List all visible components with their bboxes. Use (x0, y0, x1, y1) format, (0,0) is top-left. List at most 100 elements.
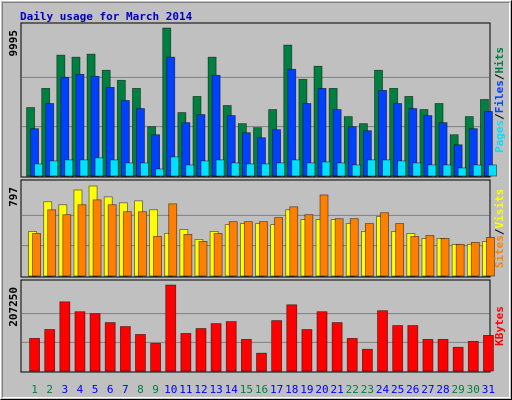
x-tick-label: 21 (331, 383, 344, 396)
x-tick-label: 16 (255, 383, 268, 396)
legend-entry: Hits (493, 47, 506, 74)
bar (427, 164, 437, 177)
bar (180, 333, 192, 372)
x-tick-label: 14 (225, 383, 239, 396)
bar (440, 238, 450, 277)
bar (77, 204, 87, 277)
bar (304, 214, 314, 277)
x-tick-label: 30 (467, 383, 480, 396)
y-tick-label: 797 (7, 187, 20, 207)
x-tick-label: 8 (137, 383, 144, 396)
bar (165, 284, 177, 372)
y-tick-label: 207250 (7, 287, 20, 327)
bar (306, 162, 316, 177)
bar (89, 313, 101, 372)
x-tick-label: 26 (406, 383, 419, 396)
bar (452, 346, 464, 372)
bar (104, 322, 116, 372)
x-tick-label: 7 (122, 383, 129, 396)
bar (362, 348, 373, 372)
bar (32, 233, 41, 277)
bar (349, 218, 359, 277)
x-tick-label: 5 (92, 383, 99, 396)
x-tick-label: 6 (107, 383, 114, 396)
bar (483, 334, 494, 372)
legend-entry: Sites (493, 235, 506, 268)
bar (274, 217, 284, 277)
x-tick-label: 27 (421, 383, 434, 396)
x-tick-label: 11 (179, 383, 192, 396)
x-tick-label: 25 (391, 383, 404, 396)
bar (488, 164, 497, 177)
x-tick-label: 31 (482, 383, 495, 396)
bar (365, 223, 374, 277)
bar (170, 156, 180, 177)
bar (407, 325, 419, 372)
bar (457, 167, 467, 177)
bar (215, 159, 225, 177)
x-tick-label: 19 (300, 383, 313, 396)
bar (140, 162, 149, 177)
bar (183, 234, 193, 277)
x-tick-label: 15 (240, 383, 253, 396)
legend-separator: / (493, 73, 506, 80)
bar (59, 301, 71, 372)
x-tick-label: 12 (194, 383, 207, 396)
bar (422, 338, 434, 372)
bar (256, 352, 267, 372)
bar (455, 243, 465, 277)
bar (367, 159, 376, 177)
bar (261, 163, 270, 177)
bar (44, 329, 56, 372)
legend-entry: Visits (493, 189, 506, 229)
legend: KBytes (493, 306, 506, 346)
x-tick-label: 22 (346, 383, 359, 396)
bar (47, 209, 57, 277)
bar (230, 162, 240, 177)
legend-separator: / (493, 228, 506, 235)
bar (138, 211, 147, 277)
bar (64, 159, 74, 177)
bar (442, 164, 452, 177)
x-tick-label: 17 (270, 383, 283, 396)
bar (119, 326, 131, 372)
bar (382, 159, 391, 177)
bar (336, 162, 346, 177)
bar (150, 342, 161, 372)
bar (351, 164, 361, 177)
x-tick-label: 2 (46, 383, 53, 396)
bar (289, 206, 299, 277)
x-tick-label: 10 (164, 383, 177, 396)
bar (124, 162, 134, 177)
bar (259, 221, 268, 277)
y-tick-label: 9995 (7, 30, 20, 57)
x-tick-label: 23 (361, 383, 374, 396)
bar (346, 337, 358, 372)
bar (470, 242, 480, 277)
bar (377, 310, 388, 372)
bar (228, 221, 238, 277)
bar (392, 325, 404, 372)
bar (245, 163, 255, 177)
x-tick-label: 1 (31, 383, 38, 396)
legend-entry: Files (493, 80, 506, 113)
bar (397, 160, 407, 177)
bar (276, 162, 286, 177)
bar (321, 161, 331, 177)
bar (240, 338, 252, 372)
bar (213, 233, 223, 277)
x-tick-label: 29 (452, 383, 465, 396)
bar (92, 199, 102, 277)
x-tick-label: 4 (77, 383, 84, 396)
legend-entry: Pages (493, 120, 506, 153)
x-tick-label: 20 (315, 383, 328, 396)
x-tick-label: 13 (209, 383, 222, 396)
bar (198, 241, 208, 277)
bar (243, 221, 253, 277)
bar (301, 329, 313, 372)
